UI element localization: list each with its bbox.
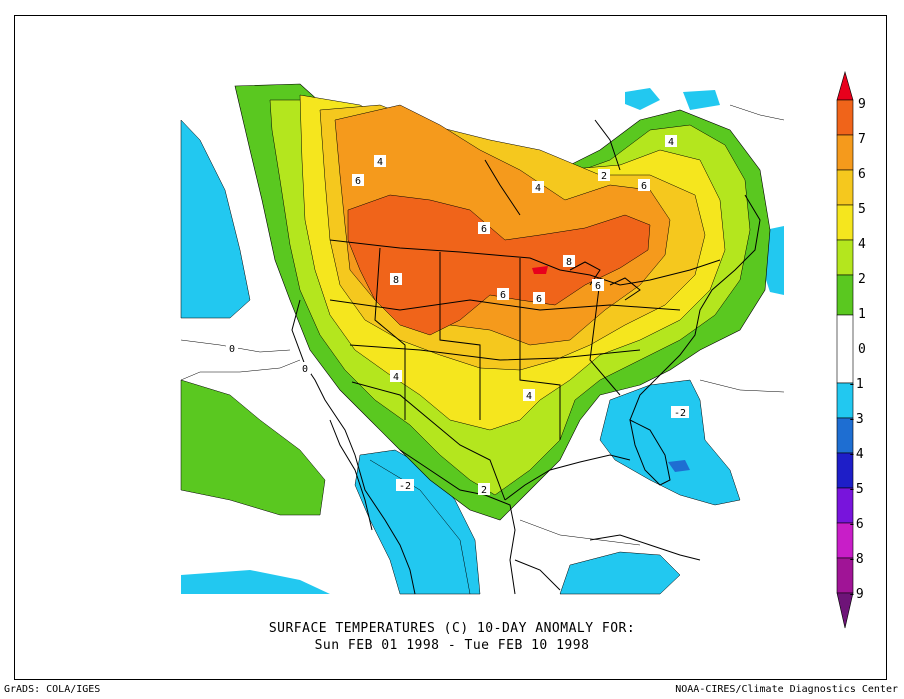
colorbar-label: -5	[848, 482, 864, 497]
footer-credit-left: GrADS: COLA/IGES	[4, 684, 101, 695]
svg-text:8: 8	[566, 257, 572, 268]
svg-text:4: 4	[535, 183, 541, 194]
svg-text:6: 6	[500, 290, 506, 301]
cuba	[589, 534, 701, 561]
coastline-gulf-east	[504, 454, 631, 501]
colorbar-label: -1	[848, 377, 864, 392]
coastline-west	[291, 299, 416, 595]
colorbar-label: 2	[858, 272, 866, 287]
colorbar-label: -9	[848, 587, 864, 602]
colorbar-label: -3	[848, 412, 864, 427]
contour-label: 6	[533, 292, 545, 305]
svg-text:6: 6	[595, 281, 601, 292]
contour-label: 8	[563, 255, 575, 268]
map-area	[180, 83, 785, 595]
colorbar-label: 4	[858, 237, 866, 252]
florida-peninsula	[629, 419, 671, 486]
footer-credit-right: NOAA-CIRES/Climate Diagnostics Center	[675, 684, 898, 695]
boundaries	[291, 119, 761, 595]
great-lakes	[569, 261, 641, 301]
border-us-mexico	[351, 381, 506, 501]
contour-label: 4	[390, 370, 402, 383]
contour-label: -2	[396, 479, 414, 492]
contour-label: 6	[478, 222, 490, 235]
state-lines	[329, 247, 681, 440]
contour-label: 4	[532, 181, 544, 194]
contour-label: 6	[592, 279, 604, 292]
colorbar-label: -8	[848, 552, 864, 567]
contour-label: -2	[671, 406, 689, 419]
anomaly-region-arctic-2	[683, 90, 720, 110]
svg-text:2: 2	[601, 171, 607, 182]
mexico-south	[514, 559, 561, 591]
contour-label: 2	[598, 169, 610, 182]
svg-text:4: 4	[377, 157, 383, 168]
colorbar-swatch	[836, 204, 854, 241]
colorbar-label: 0	[858, 342, 866, 357]
contour-label: 6	[352, 174, 364, 187]
contour-label: 0	[299, 362, 311, 375]
colorbar-label: 5	[858, 202, 866, 217]
hudson-bay	[484, 119, 621, 216]
colorbar-label: 7	[858, 132, 866, 147]
svg-text:0: 0	[302, 364, 308, 375]
contour-label: 2	[478, 483, 490, 496]
svg-text:4: 4	[668, 137, 674, 148]
svg-text:0: 0	[229, 344, 235, 355]
coastline-gulf	[399, 449, 516, 595]
colorbar-label: 1	[858, 307, 866, 322]
colorbar-top-arrow	[836, 70, 854, 101]
svg-text:4: 4	[526, 391, 532, 402]
contour-label: 4	[374, 155, 386, 168]
contour-label: 4	[523, 389, 535, 402]
coastline-east	[629, 194, 761, 421]
colorbar-label: 6	[858, 167, 866, 182]
contour-labels: 4 6 4 2 6 4 6 8 6 8 6 6 4 4 0 0 -2 -2 2	[226, 135, 689, 496]
svg-text:-2: -2	[674, 408, 686, 419]
svg-text:2: 2	[481, 485, 487, 496]
colorbar	[836, 70, 854, 629]
border-us-canada	[329, 239, 721, 286]
anomaly-region-arctic-1	[625, 88, 660, 110]
colorbar-label: -6	[848, 517, 864, 532]
anomaly-region-southwest-corner	[181, 570, 330, 594]
coastline-baja	[329, 419, 373, 531]
svg-text:6: 6	[481, 224, 487, 235]
anomaly-region-west-green	[180, 379, 326, 516]
colorbar-label: -4	[848, 447, 864, 462]
svg-text:6: 6	[641, 181, 647, 192]
anomaly-region-florida-dark	[668, 460, 690, 472]
colorbar-swatch	[836, 274, 854, 316]
svg-text:-2: -2	[399, 481, 411, 492]
anomaly-region-gulf	[599, 379, 741, 506]
plot-frame	[14, 15, 887, 680]
contour-label: 0	[226, 342, 238, 355]
anomaly-region-pacific-north	[180, 119, 251, 319]
svg-text:6: 6	[355, 176, 361, 187]
anomaly-region-red-spot	[532, 266, 548, 274]
map-title-line-2: Sun FEB 01 1998 - Tue FEB 10 1998	[314, 638, 590, 653]
colorbar-label: 9	[858, 97, 866, 112]
svg-text:8: 8	[393, 275, 399, 286]
colorbar-swatch	[836, 169, 854, 206]
colorbar-swatch	[836, 239, 854, 276]
colorbar-swatch	[836, 99, 854, 136]
contour-lines	[180, 104, 785, 595]
colorbar-swatch	[836, 314, 854, 384]
anomaly-region-caribbean	[559, 551, 681, 595]
colorbar-bottom-arrow	[836, 592, 854, 629]
contour-label: 8	[390, 273, 402, 286]
contour-label: 4	[665, 135, 677, 148]
contour-label: 6	[497, 288, 509, 301]
svg-text:6: 6	[536, 294, 542, 305]
svg-text:4: 4	[393, 372, 399, 383]
contour-label: 6	[638, 179, 650, 192]
map-title-line-1: SURFACE TEMPERATURES (C) 10-DAY ANOMALY …	[268, 621, 636, 636]
colorbar-swatch	[836, 134, 854, 171]
